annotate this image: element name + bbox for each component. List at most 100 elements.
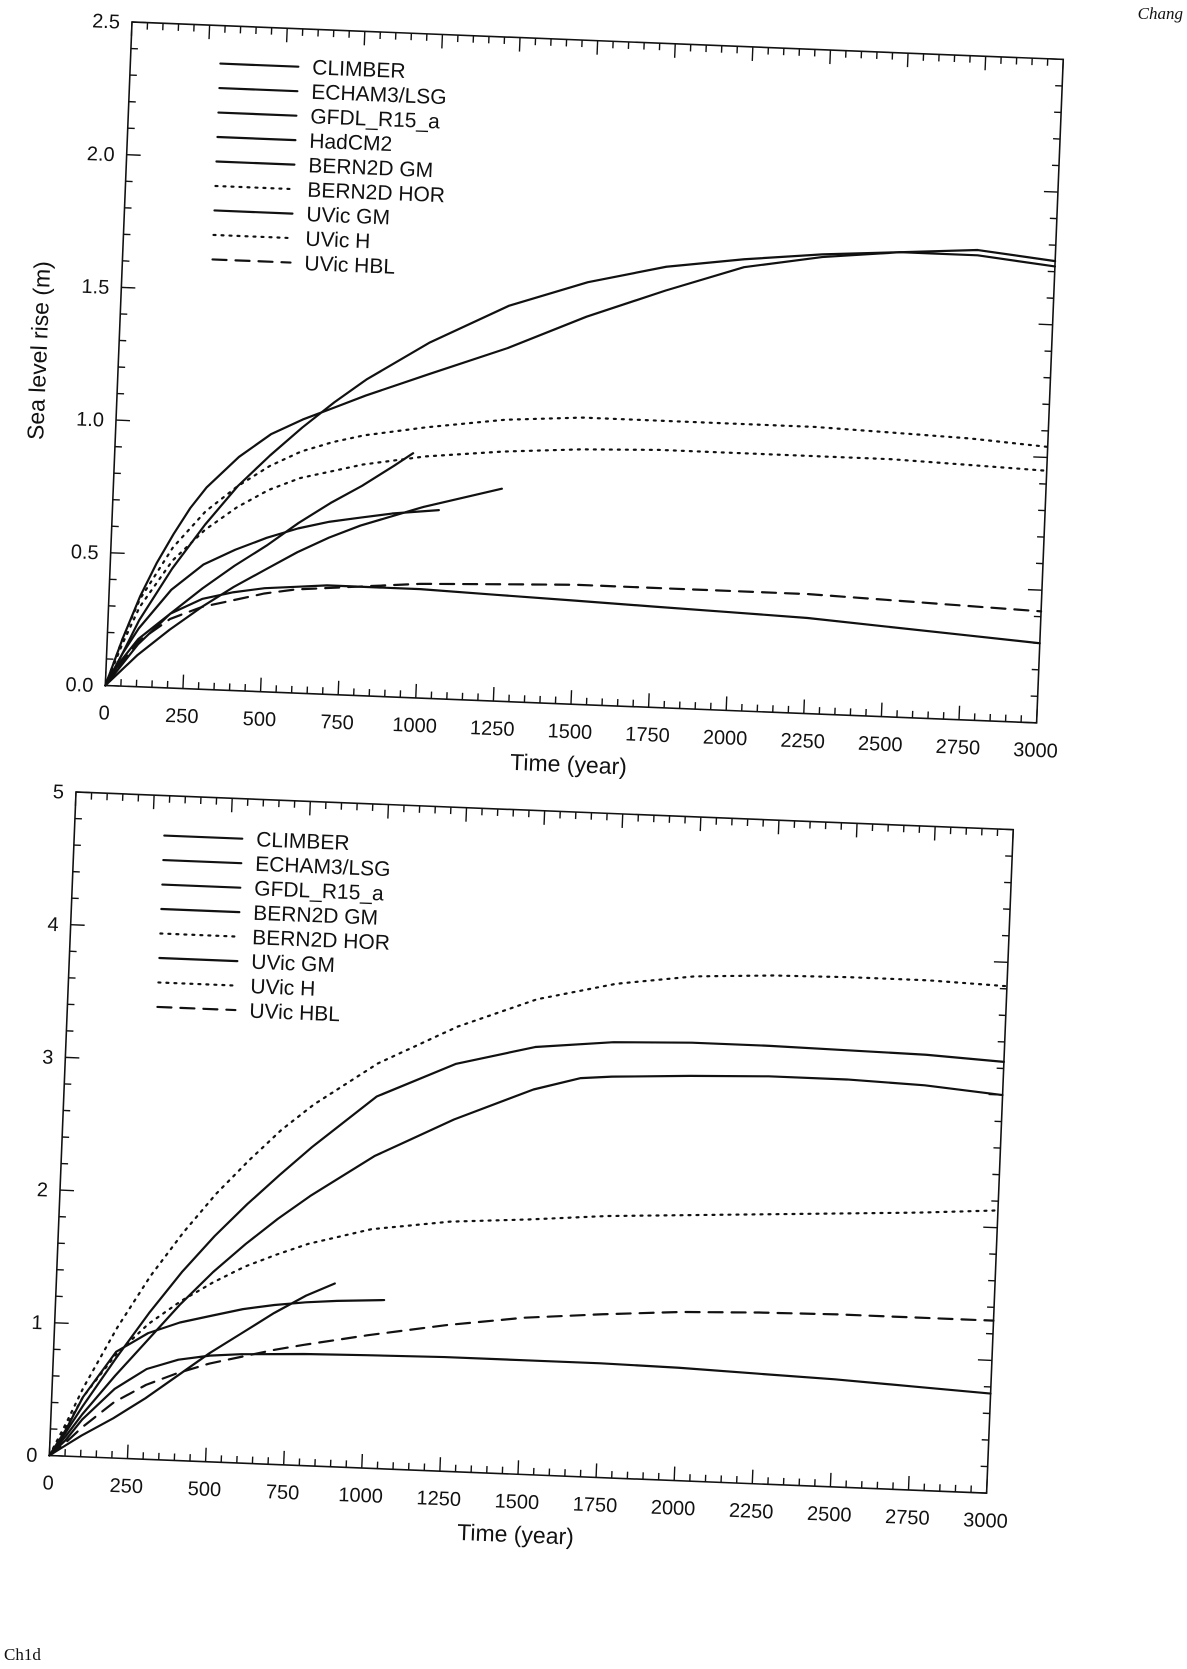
series-line-gfdl-r15-a: [48, 1298, 386, 1457]
legend-label: UVic H: [250, 975, 316, 1001]
y-major-tick: [1033, 456, 1048, 459]
series-line-uvic-gm: [48, 1352, 992, 1457]
series-line-climber: [104, 251, 1057, 687]
y-major-tick: [972, 1491, 987, 1494]
y-major-tick: [75, 791, 91, 794]
x-tick-label: 1250: [416, 1487, 461, 1511]
legend-swatch: [158, 956, 239, 963]
legend-swatch: [219, 62, 300, 68]
y-major-tick: [983, 1226, 998, 1229]
x-major-tick: [803, 699, 806, 714]
x-tick-label: 750: [320, 711, 354, 734]
legend-swatch: [211, 258, 292, 264]
y-major-tick: [115, 419, 131, 422]
x-tick-label: 3000: [963, 1509, 1008, 1533]
x-tick-label: 1750: [625, 723, 670, 747]
y-major-tick: [49, 1454, 64, 1457]
x-major-tick: [751, 46, 754, 61]
y-tick-label: 0: [26, 1445, 38, 1467]
y-major-tick: [131, 21, 147, 24]
series-line-climber: [48, 1074, 1004, 1457]
x-major-tick: [829, 50, 832, 65]
x-major-tick: [361, 1453, 364, 1469]
x-major-tick: [74, 791, 77, 807]
y-major-tick: [105, 684, 120, 687]
x-major-tick: [204, 1447, 207, 1462]
x-tick-label: 500: [187, 1478, 221, 1501]
y-tick-label: 4: [47, 914, 59, 936]
y-tick-label: 0.5: [70, 541, 99, 564]
plot-frame: [48, 791, 1015, 1494]
x-major-tick: [387, 804, 390, 819]
legend-swatch: [160, 907, 241, 914]
legend-label: BERN2D HOR: [252, 926, 391, 955]
y-major-tick: [54, 1322, 69, 1325]
series-line-uvic-h: [48, 974, 1009, 1457]
x-tick-label: 750: [265, 1481, 299, 1504]
x-tick-label: 500: [242, 708, 276, 731]
y-major-tick: [70, 923, 85, 926]
page-header-fragment: Chang: [1137, 4, 1183, 23]
x-major-tick: [1011, 829, 1014, 844]
page-footer-fragment: Ch1d: [4, 1645, 41, 1664]
y-tick-label: 2.0: [86, 143, 115, 166]
y-major-tick: [65, 1056, 80, 1059]
y-tick-label: 1.5: [81, 276, 110, 299]
x-tick-label: 2000: [702, 726, 747, 750]
x-major-tick: [309, 801, 312, 816]
x-tick-label: 0: [98, 702, 110, 724]
series-line-uvic-hbl: [48, 1310, 995, 1457]
y-tick-label: 1: [31, 1312, 43, 1334]
x-tick-label: 3000: [1013, 739, 1058, 763]
series-line-bern2d-hor: [104, 448, 1048, 687]
x-major-tick: [570, 690, 573, 705]
y-tick-label: 5: [52, 781, 64, 803]
x-tick-label: 250: [109, 1475, 143, 1498]
series-line-uvic-hbl: [104, 582, 1043, 687]
x-major-tick: [907, 1475, 910, 1490]
series-line-bern2d-hor: [48, 1209, 1000, 1457]
x-major-tick: [517, 1460, 520, 1475]
x-major-tick: [1035, 708, 1038, 723]
legend-label: BERN2D GM: [308, 154, 434, 182]
legend-label: UVic HBL: [249, 1000, 341, 1027]
x-major-tick: [829, 1472, 832, 1487]
x-major-tick: [126, 1444, 129, 1459]
bottom-panel: 0 250 500 750 1000 1250 1500 1750 2000 2250 2500 27…: [26, 781, 1015, 1550]
legend: CLIMBERECHAM3/LSGGFDL_R15_aHadCM2BERN2D …: [211, 56, 447, 279]
y-major-tick: [121, 286, 136, 289]
top-panel: 0 250 500 750 1000 1250 1500 1750 2000 2250 2500 27…: [22, 10, 1065, 779]
x-tick-label: 2250: [728, 1500, 773, 1524]
x-major-tick: [673, 1466, 676, 1481]
x-major-tick: [285, 28, 288, 43]
y-tick-label: 2.5: [92, 10, 121, 33]
x-major-tick: [230, 798, 233, 813]
x-major-tick: [595, 1463, 598, 1478]
y-major-tick: [1038, 323, 1053, 326]
x-major-tick: [130, 21, 133, 37]
y-tick-label: 0.0: [65, 674, 94, 697]
x-major-tick: [621, 813, 624, 828]
x-major-tick: [596, 40, 599, 55]
x-major-tick: [441, 34, 444, 49]
y-tick-label: 1.0: [76, 408, 105, 431]
y-major-tick: [59, 1189, 75, 1192]
x-major-tick: [855, 823, 858, 838]
y-major-tick: [1022, 721, 1037, 724]
x-tick-label: 1500: [494, 1490, 539, 1514]
x-tick-label: 2750: [935, 736, 980, 760]
legend-swatch: [215, 160, 296, 166]
legend-swatch: [156, 1005, 237, 1012]
x-tick-label: 2750: [885, 1506, 930, 1530]
legend-swatch: [163, 834, 244, 840]
x-major-tick: [777, 820, 780, 835]
x-major-tick: [543, 810, 546, 825]
x-major-tick: [725, 696, 728, 711]
x-major-tick: [906, 53, 909, 68]
x-major-tick: [182, 674, 185, 689]
x-major-tick: [208, 25, 211, 40]
legend-label: BERN2D HOR: [307, 179, 446, 208]
y-major-tick: [126, 153, 141, 156]
series-line-bern2d-gm: [48, 1282, 336, 1457]
